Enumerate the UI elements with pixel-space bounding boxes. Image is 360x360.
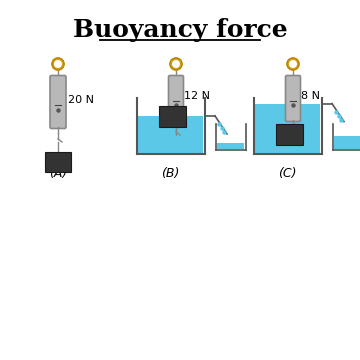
Bar: [45, 152, 71, 172]
Text: (C): (C): [278, 167, 296, 180]
Circle shape: [173, 61, 179, 67]
FancyBboxPatch shape: [50, 76, 66, 129]
FancyBboxPatch shape: [168, 76, 184, 122]
Circle shape: [290, 61, 296, 67]
Bar: [217, 143, 244, 149]
Text: 12 N: 12 N: [184, 91, 210, 102]
Text: (B): (B): [161, 167, 179, 180]
Text: 20 N: 20 N: [68, 95, 94, 104]
Circle shape: [55, 61, 61, 67]
FancyBboxPatch shape: [285, 76, 301, 122]
Circle shape: [170, 58, 182, 70]
Bar: [139, 116, 203, 153]
Circle shape: [287, 58, 299, 70]
Bar: [256, 104, 320, 153]
Text: (A): (A): [49, 167, 67, 180]
Bar: [334, 136, 360, 149]
Circle shape: [52, 58, 64, 70]
Bar: [276, 124, 303, 145]
Text: 8 N: 8 N: [301, 91, 320, 102]
Bar: [159, 106, 186, 127]
Text: Buoyancy force: Buoyancy force: [73, 18, 287, 42]
